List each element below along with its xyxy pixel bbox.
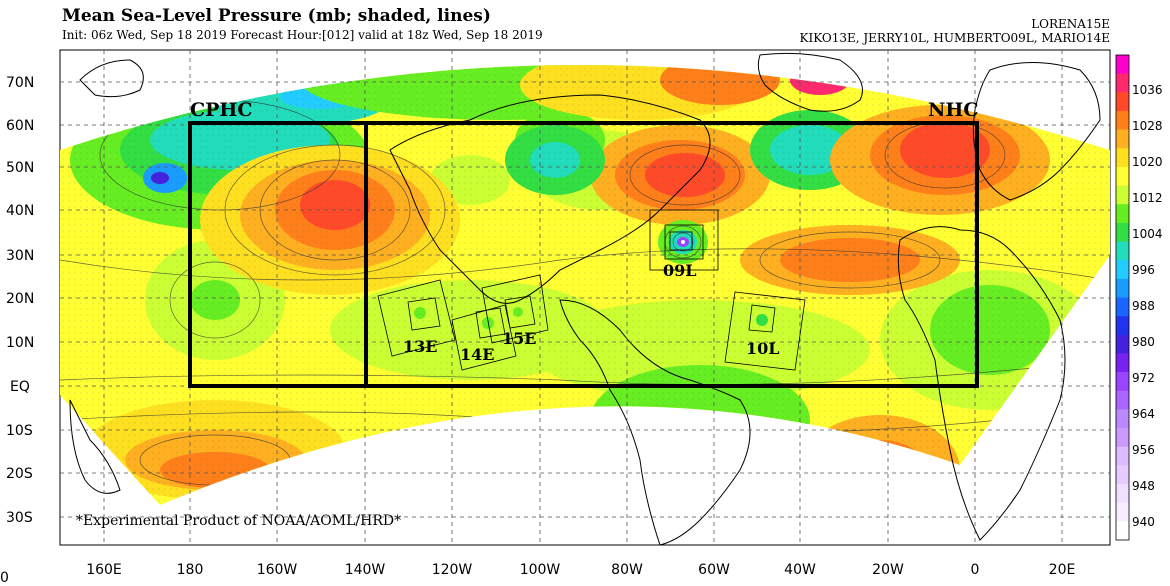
lon-label: 20E	[1049, 562, 1076, 578]
map-title: Mean Sea-Level Pressure (mb; shaded, lin…	[62, 6, 491, 26]
storm-label-09l: 09L	[663, 261, 697, 280]
lat-label: 70N	[6, 75, 34, 91]
colorbar-label: 1020	[1132, 155, 1163, 169]
storm-list-line1: LORENA15E	[1031, 17, 1110, 31]
lon-label: 120W	[432, 562, 473, 578]
colorbar-swatch	[1116, 465, 1129, 485]
lon-label: 20W	[872, 562, 904, 578]
colorbar-label: 996	[1132, 263, 1155, 277]
latitude-labels: 70N 60N 50N 40N 30N 20N 10N EQ 10S 20S 3…	[6, 75, 34, 526]
storm-domain-boxes	[377, 209, 806, 371]
colorbar-label: 964	[1132, 407, 1155, 421]
storm-list-line2: KIKO13E, JERRY10L, HUMBERTO09L, MARIO14E	[799, 31, 1110, 45]
lon-label: 100W	[520, 562, 561, 578]
colorbar-swatch	[1116, 148, 1129, 168]
colorbar-swatch	[1116, 521, 1129, 541]
lat-label: 20S	[6, 466, 33, 482]
colorbar-swatch	[1116, 204, 1129, 224]
colorbar-swatch	[1116, 390, 1129, 410]
colorbar-swatch	[1116, 129, 1129, 149]
colorbar-swatch	[1116, 334, 1129, 354]
storm-label-10l: 10L	[746, 339, 780, 358]
colorbar-label: 980	[1132, 335, 1155, 349]
longitude-labels: 160E 180 160W 140W 120W 100W 80W 60W 40W…	[86, 562, 1075, 578]
lat-label: 10N	[6, 335, 34, 351]
colorbar-swatch	[1116, 297, 1129, 317]
colorbar-swatch	[1116, 278, 1129, 298]
colorbar-swatch	[1116, 166, 1129, 186]
colorbar-label: 988	[1132, 299, 1155, 313]
colorbar-swatch	[1116, 73, 1129, 93]
colorbar-label: 972	[1132, 371, 1155, 385]
lon-label: 180	[177, 562, 204, 578]
colorbar-swatch	[1116, 484, 1129, 503]
colorbar-swatch	[1116, 55, 1129, 74]
corner-label: 0	[0, 570, 9, 586]
lat-label: 40N	[6, 203, 34, 219]
storm-label-14e: 14E	[460, 345, 494, 364]
colorbar-label: 940	[1132, 515, 1155, 529]
lat-label: 60N	[6, 118, 34, 134]
colorbar-border	[1115, 54, 1130, 541]
lat-label: EQ	[10, 379, 30, 395]
region-label-nhc: NHC	[928, 99, 978, 121]
storm-label-15e: 15E	[502, 329, 536, 348]
colorbar-swatch	[1116, 110, 1129, 130]
colorbar-swatch	[1116, 222, 1129, 242]
basin-boxes	[188, 121, 979, 388]
colorbar-swatch	[1116, 185, 1129, 205]
colorbar-swatch	[1116, 502, 1129, 522]
lat-label: 30N	[6, 248, 34, 264]
colorbar-swatch	[1116, 428, 1129, 448]
lon-label: 80W	[611, 562, 643, 578]
lon-label: 160E	[86, 562, 122, 578]
colorbar-swatch	[1116, 92, 1129, 112]
colorbar-swatch	[1116, 241, 1129, 261]
colorbar-label: 948	[1132, 479, 1155, 493]
nhc-box	[364, 121, 979, 388]
colorbar-swatch	[1116, 260, 1129, 280]
lon-label: 160W	[257, 562, 298, 578]
colorbar-label: 1036	[1132, 83, 1163, 97]
lon-label: 0	[971, 562, 980, 578]
colorbar-labels: 1036 1028 1020 1012 1004 996 988 980 972…	[1132, 83, 1163, 529]
colorbar-swatch	[1116, 446, 1129, 466]
colorbar-label: 1028	[1132, 119, 1163, 133]
storm-label-13e: 13E	[403, 337, 437, 356]
colorbar-label: 956	[1132, 443, 1155, 457]
colorbar-label: 1004	[1132, 227, 1163, 241]
colorbar-label: 1012	[1132, 191, 1163, 205]
footnote: *Experimental Product of NOAA/AOML/HRD*	[76, 513, 401, 529]
map-subtitle: Init: 06z Wed, Sep 18 2019 Forecast Hour…	[62, 28, 543, 42]
colorbar-swatch	[1116, 353, 1129, 373]
colorbar-swatch	[1116, 372, 1129, 392]
lat-label: 20N	[6, 291, 34, 307]
lat-label: 10S	[6, 423, 33, 439]
lat-label: 50N	[6, 160, 34, 176]
colorbar-swatch	[1116, 316, 1129, 336]
colorbar-swatch	[1116, 409, 1129, 429]
colorbar	[1115, 54, 1130, 541]
lon-label: 40W	[784, 562, 816, 578]
lon-label: 140W	[345, 562, 386, 578]
region-label-cphc: CPHC	[190, 99, 252, 121]
lat-label: 30S	[6, 510, 33, 526]
lon-label: 60W	[698, 562, 730, 578]
